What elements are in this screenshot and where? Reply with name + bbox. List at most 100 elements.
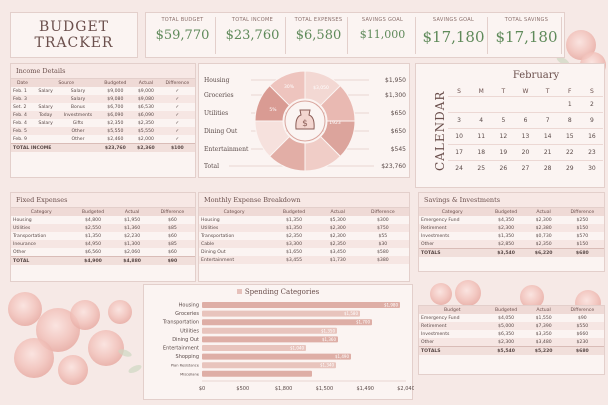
calendar-day[interactable]: 7 [536,112,559,129]
spending-bar[interactable] [202,319,372,326]
table-cell: $1,350 [285,217,303,223]
table-cell: $2,350 [526,240,561,249]
table-cell: Utilities [11,224,72,232]
calendar-day[interactable]: 10 [448,128,471,145]
weekday-label: F [568,87,572,95]
table-cell: ✓ [175,120,180,126]
total-cell: $90 [149,256,195,265]
table-cell: $6,090 [98,111,133,119]
calendar-day[interactable]: 2 [580,96,603,113]
x-tick-label: $1,800 [275,386,293,392]
money-bag-icon: $ [295,109,315,130]
spending-bar[interactable] [202,302,400,308]
table-cell: $30 [356,240,409,248]
calendar-day[interactable]: 8 [558,112,581,129]
bar-category-label: Miscellane [180,372,200,376]
calendar-side-label: CALENDAR [433,90,447,171]
total-cell: $23,760 [98,143,133,152]
spending-bar[interactable] [202,370,312,377]
total-cell: $680 [560,248,604,257]
column-header: Budgeted [485,306,527,314]
donut-legend-name: Utilities [204,110,228,117]
expense-donut: $30% $3,050 1923 5% Housing $1,950 Groceries $1… [204,70,406,172]
calendar-day[interactable]: 29 [558,160,581,176]
calendar-day[interactable]: 3 [448,112,471,129]
calendar-day[interactable]: 1 [558,96,581,113]
calendar-day[interactable]: 12 [492,128,515,145]
table-cell [33,127,58,135]
donut-legend-value: $1,300 [385,92,406,99]
total-row: TOTALS $5,540 $5,220 $680 [419,346,604,355]
table-cell: $2,300 [485,224,527,232]
stat-value: $17,180 [422,28,485,46]
calendar-day[interactable]: 4 [470,112,493,129]
calendar-day[interactable]: 18 [470,144,493,161]
stat-card: TOTAL INCOME $23,760 [220,17,286,54]
calendar-day[interactable]: 17 [448,144,471,161]
column-header: Actual [526,208,561,216]
table-cell: ✓ [175,104,180,110]
spending-bar[interactable] [202,336,338,343]
column-header: Budgeted [485,208,527,216]
calendar-day[interactable]: 23 [580,144,603,161]
table-cell: $1,360 [114,224,150,232]
donut-slice[interactable] [268,70,306,107]
table-cell: Today [33,111,58,119]
spending-bar[interactable] [202,345,306,351]
calendar-day[interactable]: 21 [536,144,559,161]
spending-bar[interactable] [202,362,336,369]
bar-value-label: $1,340 [320,363,334,368]
calendar-day[interactable]: 19 [492,144,515,161]
calendar-day[interactable]: 13 [514,128,537,145]
table-cell: Investments [57,111,99,119]
donut-legend-name: Dining Out [204,128,238,135]
donut-legend-name: Entertainment [204,146,249,153]
table-cell: $1,350 [269,224,319,232]
calendar-day[interactable]: 15 [558,128,581,145]
calendar-day [470,96,493,113]
table-cell: Salary [70,88,86,94]
savings-title: Savings & Investments [419,193,604,208]
calendar-day[interactable]: 14 [536,128,559,145]
table-cell: Salary [38,88,53,94]
calendar-day[interactable]: 27 [514,160,537,176]
table-cell: Salary [38,120,53,126]
table-cell: Feb. 9 [13,136,27,142]
table-cell: Feb. 4 [13,120,27,126]
bar-value-label: $1,700 [356,320,370,325]
calendar-day[interactable]: 9 [580,112,603,129]
table-row: Other $2,300 $3,480 $230 [419,338,604,347]
spending-bar[interactable] [202,327,337,334]
calendar-day[interactable]: 11 [470,128,493,145]
table-cell: $6,350 [498,331,515,337]
calendar-day[interactable]: 24 [448,160,471,176]
calendar-day[interactable]: 22 [558,144,581,161]
stat-value: $23,760 [225,28,280,43]
stat-card: TOTAL EXPENSES $6,580 [290,17,348,54]
savings-bottom-table: Budget Budgeted Actual Difference Emergency … [419,306,604,355]
stat-label: SAVINGS GOAL [361,17,404,23]
column-header: Date [11,79,34,87]
calendar-day[interactable]: 28 [536,160,559,176]
calendar-day[interactable]: 26 [492,160,515,176]
table-cell: $2,300 [535,217,552,223]
weekday-label: W [522,87,529,95]
fixed-expenses-panel: Fixed Expenses Category Budgeted Actual Dif… [10,192,196,282]
calendar-day[interactable]: 30 [580,160,603,176]
calendar-day[interactable]: 6 [514,112,537,129]
calendar-day [448,96,471,113]
table-cell: $1,650 [285,249,303,255]
table-row: Other $2,850 $2,350 $150 [419,240,604,249]
table-cell: $1,300 [114,240,150,248]
weekday-label: T [501,87,506,95]
calendar-day[interactable]: 5 [492,112,515,129]
spending-bar[interactable] [202,310,360,317]
column-header: Budgeted [269,208,319,216]
calendar-day[interactable]: 20 [514,144,537,161]
table-cell: $2,300 [485,338,527,347]
calendar-day[interactable]: 25 [470,160,493,176]
calendar-day[interactable]: 16 [580,128,603,145]
table-cell: Utilities [199,224,270,232]
spending-bar[interactable] [202,353,351,360]
